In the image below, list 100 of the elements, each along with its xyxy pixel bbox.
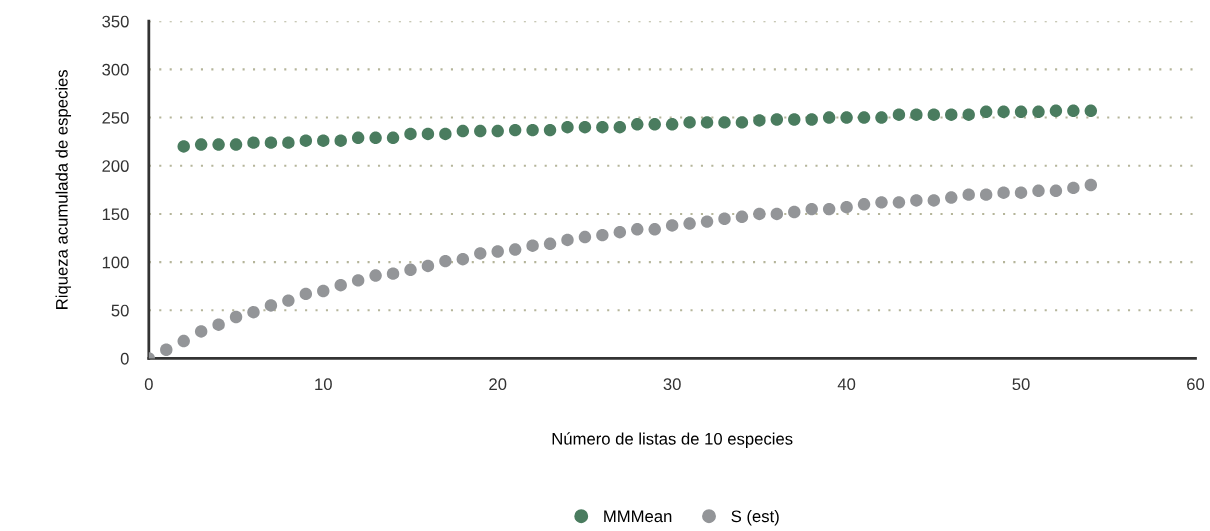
point xyxy=(578,121,592,134)
point xyxy=(805,202,818,216)
point xyxy=(1032,105,1045,119)
point xyxy=(683,116,696,129)
point xyxy=(857,111,871,124)
point xyxy=(439,254,452,268)
point xyxy=(700,215,714,228)
point xyxy=(875,196,888,209)
point xyxy=(421,259,435,273)
point xyxy=(1014,105,1028,119)
point xyxy=(369,131,382,145)
y-tick-label: 0 xyxy=(120,352,129,365)
point xyxy=(945,191,958,204)
point xyxy=(229,310,243,324)
point xyxy=(508,123,522,137)
point xyxy=(543,237,557,250)
point xyxy=(997,105,1010,119)
legend-label: S (est) xyxy=(731,509,779,526)
point xyxy=(788,205,801,219)
point xyxy=(247,136,260,149)
point xyxy=(456,252,470,266)
point xyxy=(596,228,609,242)
point xyxy=(456,124,470,138)
point xyxy=(735,116,749,129)
point xyxy=(910,108,923,121)
point xyxy=(299,134,313,147)
point xyxy=(160,343,173,356)
point xyxy=(474,247,487,260)
point xyxy=(561,233,574,247)
x-tick-label: 60 xyxy=(1187,378,1205,391)
point xyxy=(962,188,975,201)
point xyxy=(822,111,836,124)
point xyxy=(875,111,888,124)
point xyxy=(979,105,993,119)
x-axis-title: Número de listas de 10 especies xyxy=(552,432,793,449)
point xyxy=(805,113,818,126)
point xyxy=(648,118,661,131)
y-tick-label: 250 xyxy=(102,111,129,124)
point xyxy=(631,223,644,236)
point xyxy=(194,138,208,151)
point xyxy=(892,108,906,121)
point xyxy=(1032,184,1045,198)
point xyxy=(543,123,557,137)
point xyxy=(927,108,941,121)
y-axis-title: Riqueza acumulada de especies xyxy=(55,69,72,309)
point xyxy=(404,263,417,276)
point xyxy=(857,198,871,211)
point xyxy=(945,108,958,121)
point xyxy=(718,212,731,225)
y-tick-label: 300 xyxy=(102,63,129,76)
point xyxy=(927,194,941,207)
x-tick-label: 10 xyxy=(315,378,332,391)
point xyxy=(665,118,679,131)
x-tick-label: 30 xyxy=(663,378,681,391)
point xyxy=(578,230,592,244)
point xyxy=(404,127,417,141)
point xyxy=(421,127,435,141)
point xyxy=(1067,104,1080,118)
point xyxy=(596,121,609,134)
point xyxy=(735,210,749,224)
point xyxy=(770,113,784,126)
point xyxy=(264,136,278,149)
y-tick-label: 100 xyxy=(102,256,129,269)
legend-label: MMMean xyxy=(604,510,672,523)
point xyxy=(1084,178,1098,192)
point xyxy=(1014,186,1028,199)
point xyxy=(439,127,452,141)
point xyxy=(491,245,504,258)
point xyxy=(317,284,330,298)
point xyxy=(491,124,504,138)
point xyxy=(474,124,487,138)
point xyxy=(1084,104,1098,118)
point xyxy=(718,116,731,129)
point xyxy=(369,269,382,282)
point xyxy=(264,299,278,312)
point xyxy=(613,226,627,239)
point xyxy=(282,294,295,307)
point xyxy=(648,223,661,236)
point xyxy=(683,217,696,230)
point xyxy=(1049,104,1063,118)
x-tick-label: 0 xyxy=(144,378,153,391)
point xyxy=(194,325,208,338)
y-tick-label: 150 xyxy=(102,208,129,221)
point xyxy=(665,219,679,232)
point xyxy=(892,196,906,209)
point xyxy=(351,131,365,145)
point xyxy=(788,113,801,126)
point xyxy=(282,136,295,149)
point xyxy=(386,131,400,145)
point xyxy=(386,267,400,280)
point xyxy=(962,108,975,121)
point xyxy=(299,287,313,301)
y-tick-label: 50 xyxy=(111,304,129,317)
point xyxy=(212,138,225,151)
point xyxy=(351,274,365,287)
point xyxy=(1049,184,1063,198)
point xyxy=(753,114,766,127)
point xyxy=(526,123,539,137)
point xyxy=(229,138,243,151)
point xyxy=(770,207,784,221)
